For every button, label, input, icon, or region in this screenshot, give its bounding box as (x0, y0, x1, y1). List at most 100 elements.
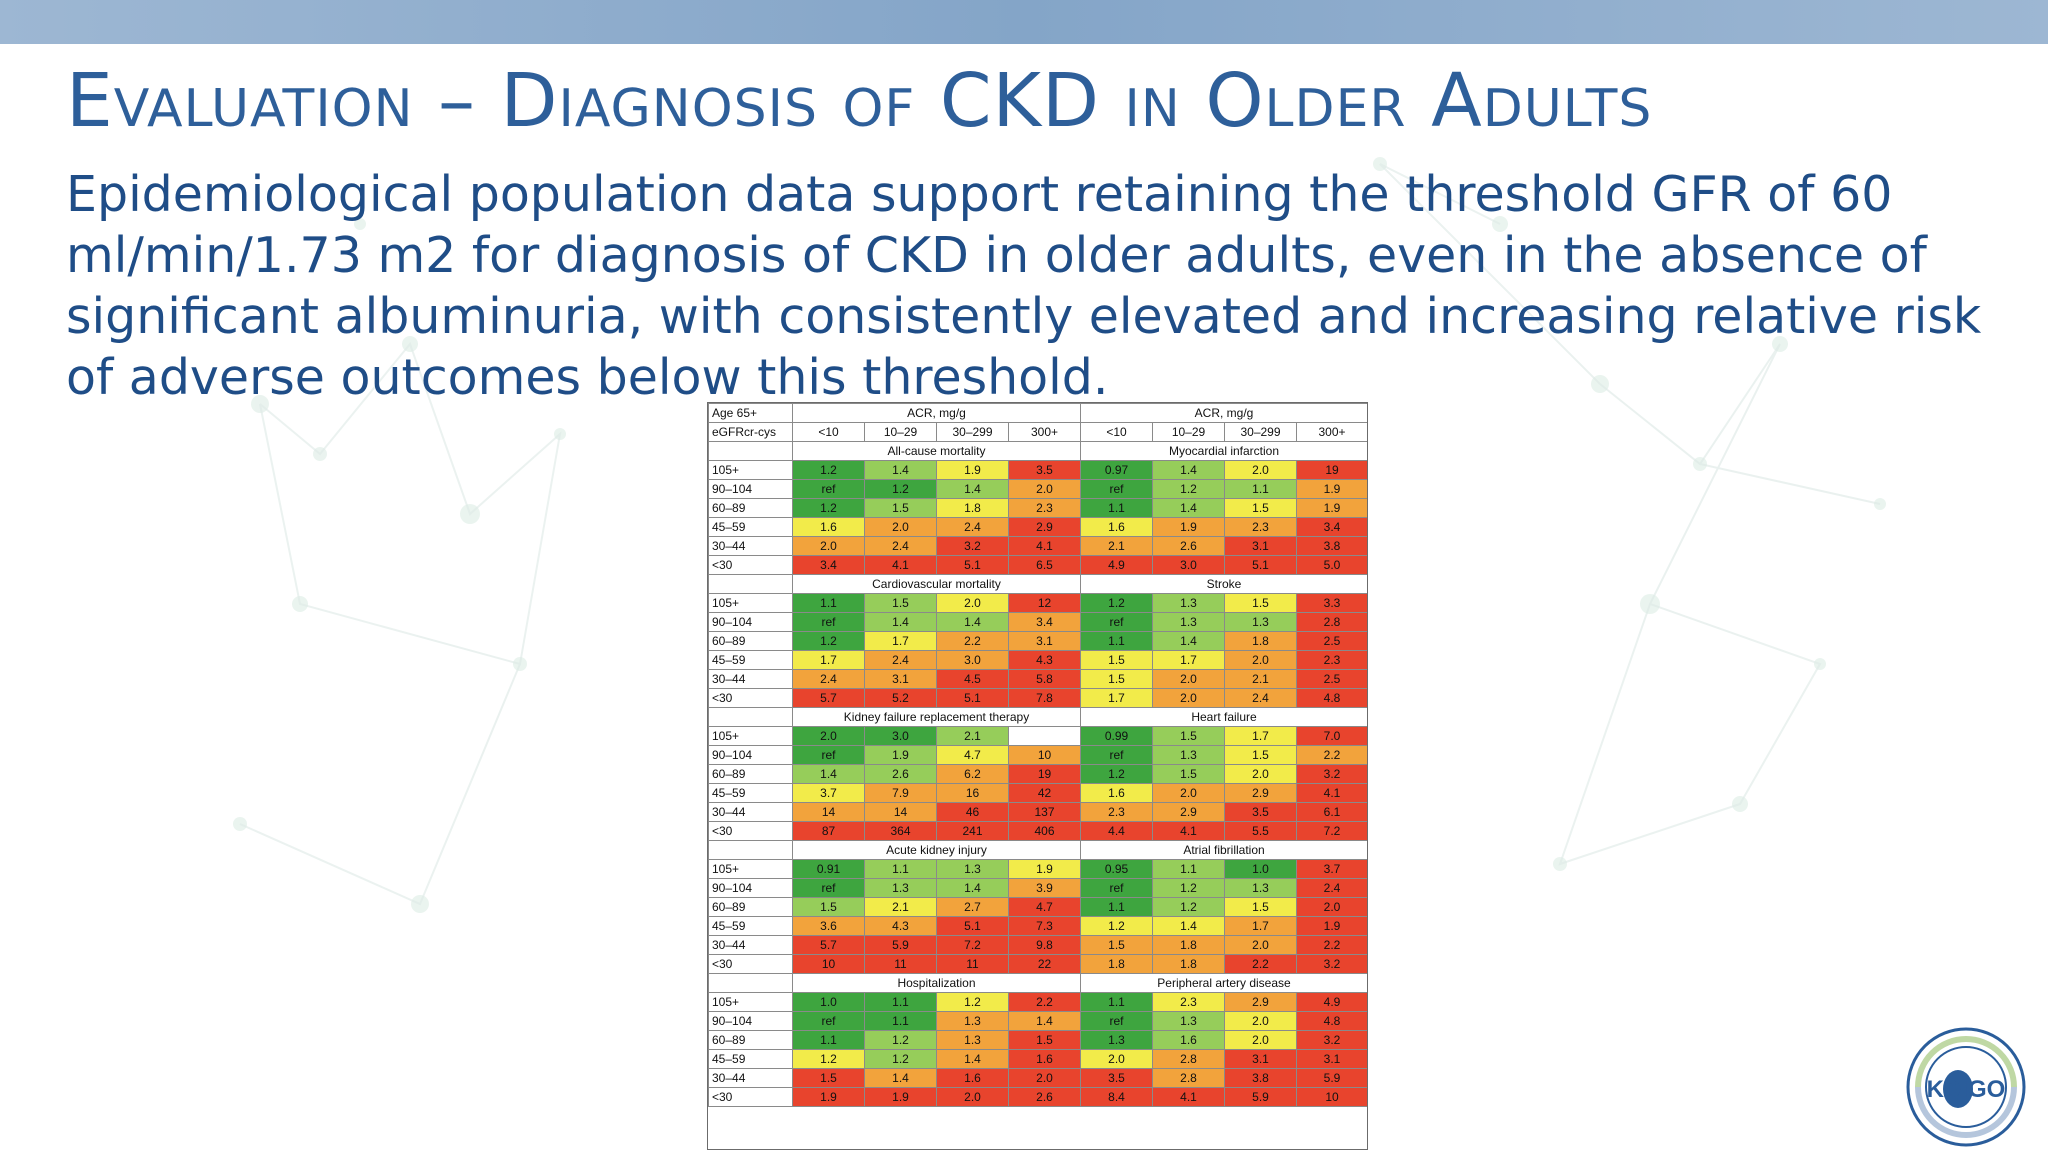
risk-cell: 2.7 (936, 897, 1009, 917)
risk-cell: 1.9 (792, 1087, 865, 1107)
risk-cell: 3.0 (1152, 555, 1225, 575)
risk-cell: 0.95 (1080, 859, 1153, 879)
risk-cell: 1.7 (1152, 650, 1225, 670)
risk-cell: 2.0 (1224, 650, 1297, 670)
risk-cell: 3.8 (1224, 1068, 1297, 1088)
egfr-row-label: 45–59 (708, 517, 793, 537)
acr-category-label: 30–299 (936, 422, 1009, 442)
risk-cell: 1.4 (936, 878, 1009, 898)
egfr-row-label: 45–59 (708, 1049, 793, 1069)
risk-cell: 4.3 (1008, 650, 1081, 670)
risk-cell: 5.1 (1224, 555, 1297, 575)
risk-cell: 3.2 (1296, 1030, 1367, 1050)
heatmap-row: 30–44 2.4 3.1 4.5 5.8 1.5 2.0 2.1 2.5 (708, 669, 1367, 689)
risk-cell: 3.7 (1296, 859, 1367, 879)
risk-cell: 2.0 (936, 1087, 1009, 1107)
risk-cell: 1.2 (792, 460, 865, 480)
risk-cell: 0.97 (1080, 460, 1153, 480)
risk-cell: 2.1 (1080, 536, 1153, 556)
risk-cell: 1.7 (864, 631, 937, 651)
risk-cell: 2.9 (1224, 992, 1297, 1012)
egfr-row-label: 105+ (708, 992, 793, 1012)
acr-category-label: 10–29 (864, 422, 937, 442)
risk-cell: 4.8 (1296, 1011, 1367, 1031)
risk-cell: 7.2 (1296, 821, 1367, 841)
risk-cell: 5.1 (936, 555, 1009, 575)
risk-cell: 2.0 (792, 536, 865, 556)
risk-cell: 1.5 (864, 593, 937, 613)
risk-cell: 1.8 (1080, 954, 1153, 974)
outcome-title-row: Hospitalization Peripheral artery disease (708, 973, 1367, 993)
risk-cell: 1.6 (1080, 783, 1153, 803)
risk-cell: 1.4 (864, 612, 937, 632)
risk-cell: 2.4 (864, 650, 937, 670)
risk-cell: ref (1080, 745, 1153, 765)
risk-cell: 2.4 (936, 517, 1009, 537)
risk-cell: 2.9 (1224, 783, 1297, 803)
risk-cell: 1.2 (792, 498, 865, 518)
risk-cell: 1.3 (1152, 745, 1225, 765)
risk-cell: 5.1 (936, 688, 1009, 708)
risk-cell: 14 (864, 802, 937, 822)
risk-cell: 1.2 (792, 1049, 865, 1069)
risk-cell: 7.8 (1008, 688, 1081, 708)
risk-cell: 4.9 (1296, 992, 1367, 1012)
heatmap-row: 45–59 1.6 2.0 2.4 2.9 1.6 1.9 2.3 3.4 (708, 517, 1367, 537)
risk-cell: 2.6 (1152, 536, 1225, 556)
risk-cell (1008, 726, 1081, 746)
heatmap-row: <30 3.4 4.1 5.1 6.5 4.9 3.0 5.1 5.0 (708, 555, 1367, 575)
risk-cell: 22 (1008, 954, 1081, 974)
heatmap-row: <30 87 364 241 406 4.4 4.1 5.5 7.2 (708, 821, 1367, 841)
risk-cell: 7.0 (1296, 726, 1367, 746)
risk-cell: 1.1 (1080, 992, 1153, 1012)
heatmap-row: 30–44 5.7 5.9 7.2 9.8 1.5 1.8 2.0 2.2 (708, 935, 1367, 955)
risk-cell: 1.9 (1296, 916, 1367, 936)
risk-cell: 2.2 (1008, 992, 1081, 1012)
risk-cell: 1.3 (936, 1011, 1009, 1031)
risk-cell: 1.1 (1080, 498, 1153, 518)
risk-cell: 1.3 (1080, 1030, 1153, 1050)
outcome-title-row: Cardiovascular mortality Stroke (708, 574, 1367, 594)
risk-cell: 2.3 (1080, 802, 1153, 822)
heatmap-row: 60–89 1.5 2.1 2.7 4.7 1.1 1.2 1.5 2.0 (708, 897, 1367, 917)
risk-cell: 1.4 (864, 1068, 937, 1088)
risk-cell: 3.1 (1224, 1049, 1297, 1069)
risk-cell: 3.8 (1296, 536, 1367, 556)
risk-cell: 1.1 (1152, 859, 1225, 879)
risk-cell: 241 (936, 821, 1009, 841)
egfr-row-label: <30 (708, 555, 793, 575)
risk-cell: 1.1 (1080, 631, 1153, 651)
risk-cell: 3.0 (864, 726, 937, 746)
risk-cell: 8.4 (1080, 1087, 1153, 1107)
risk-cell: 3.1 (1296, 1049, 1367, 1069)
heatmap-row: <30 5.7 5.2 5.1 7.8 1.7 2.0 2.4 4.8 (708, 688, 1367, 708)
risk-cell: 3.5 (1008, 460, 1081, 480)
outcome-title: Acute kidney injury (792, 840, 1081, 860)
risk-cell: 11 (864, 954, 937, 974)
risk-cell: 3.5 (1224, 802, 1297, 822)
risk-cell: 1.1 (1224, 479, 1297, 499)
risk-cell: 3.0 (936, 650, 1009, 670)
outcome-title: Cardiovascular mortality (792, 574, 1081, 594)
risk-cell: 1.6 (1080, 517, 1153, 537)
risk-cell: 2.4 (1296, 878, 1367, 898)
risk-cell: 7.3 (1008, 916, 1081, 936)
risk-cell: 1.5 (1080, 669, 1153, 689)
risk-cell: 1.4 (1152, 498, 1225, 518)
risk-cell: 1.8 (936, 498, 1009, 518)
acr-category-label: 300+ (1296, 422, 1367, 442)
risk-cell: 1.5 (1224, 498, 1297, 518)
heatmap-row: 105+ 1.1 1.5 2.0 12 1.2 1.3 1.5 3.3 (708, 593, 1367, 613)
egfr-row-label: 30–44 (708, 669, 793, 689)
heatmap-row: 45–59 1.7 2.4 3.0 4.3 1.5 1.7 2.0 2.3 (708, 650, 1367, 670)
risk-cell: 1.2 (864, 479, 937, 499)
risk-cell: 5.9 (864, 935, 937, 955)
risk-cell: 1.7 (792, 650, 865, 670)
risk-cell: 2.0 (1008, 479, 1081, 499)
risk-cell: 1.7 (1080, 688, 1153, 708)
risk-cell: 1.4 (936, 612, 1009, 632)
risk-cell: 1.1 (864, 1011, 937, 1031)
risk-cell: 1.5 (1080, 935, 1153, 955)
risk-cell: 1.4 (1008, 1011, 1081, 1031)
risk-cell: 2.1 (936, 726, 1009, 746)
